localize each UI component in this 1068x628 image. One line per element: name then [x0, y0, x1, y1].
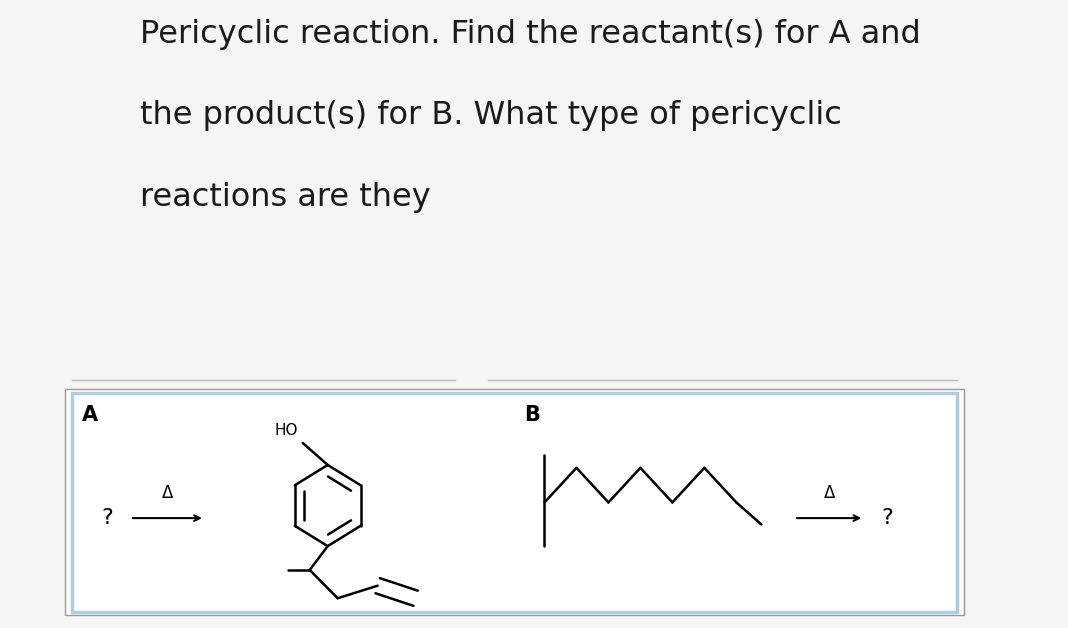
Text: reactions are they: reactions are they — [140, 182, 430, 213]
Text: Δ: Δ — [823, 484, 835, 502]
Text: the product(s) for B. What type of pericyclic: the product(s) for B. What type of peric… — [140, 100, 842, 131]
Bar — [65, 389, 964, 615]
Text: HO: HO — [274, 423, 298, 438]
Text: ?: ? — [881, 508, 893, 528]
Text: Δ: Δ — [162, 484, 173, 502]
Text: A: A — [82, 405, 98, 425]
Text: Pericyclic reaction. Find the reactant(s) for A and: Pericyclic reaction. Find the reactant(s… — [140, 19, 921, 50]
Text: B: B — [524, 405, 540, 425]
Text: ?: ? — [101, 508, 113, 528]
Bar — [72, 392, 957, 612]
